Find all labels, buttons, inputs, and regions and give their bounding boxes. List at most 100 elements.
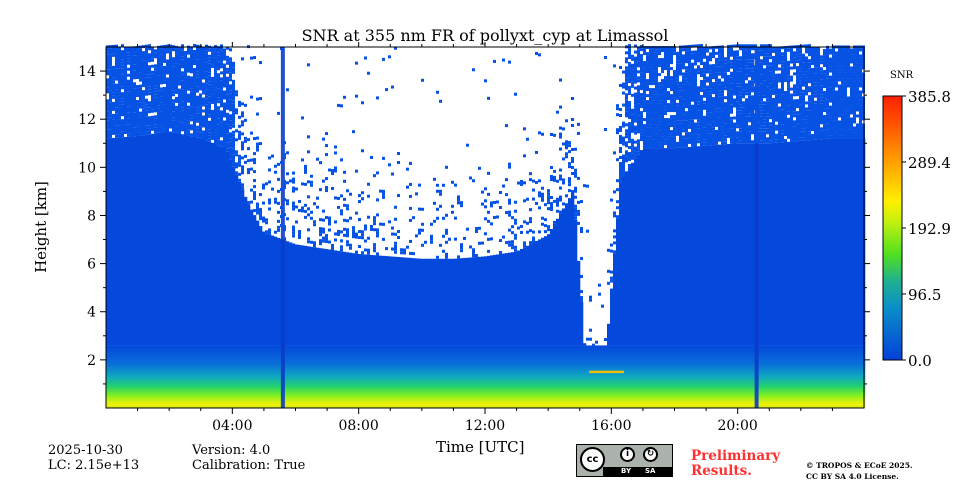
signal-column: [856, 138, 860, 346]
near-range-band: [310, 345, 314, 408]
noise-speckle: [634, 68, 637, 78]
noise-speckle: [343, 95, 346, 99]
noise-speckle: [766, 137, 769, 144]
noise-speckle: [508, 162, 511, 166]
signal-column: [313, 247, 317, 346]
noise-speckle: [430, 234, 433, 241]
near-range-band: [151, 345, 155, 408]
noise-speckle: [160, 111, 163, 127]
noise-speckle: [838, 84, 841, 94]
noise-speckle: [172, 102, 175, 112]
noise-speckle: [277, 228, 280, 232]
noise-speckle: [688, 47, 691, 51]
noise-speckle: [790, 99, 793, 127]
noise-speckle: [640, 96, 643, 106]
noise-speckle: [148, 116, 151, 126]
near-range-band: [595, 345, 599, 408]
noise-speckle: [343, 233, 346, 237]
noise-speckle: [823, 130, 826, 140]
signal-column: [229, 159, 233, 346]
noise-speckle: [346, 228, 349, 238]
signal-column: [160, 132, 164, 346]
noise-speckle: [709, 91, 712, 95]
noise-speckle: [451, 204, 454, 208]
noise-speckle: [370, 224, 373, 228]
signal-column: [844, 138, 848, 346]
noise-speckle: [373, 216, 376, 220]
noise-speckle: [178, 49, 181, 65]
noise-speckle: [742, 107, 745, 144]
noise-speckle: [298, 199, 301, 203]
signal-column: [790, 141, 794, 346]
noise-speckle: [376, 231, 379, 235]
near-range-band: [556, 345, 560, 408]
near-range-band: [736, 345, 740, 408]
noise-speckle: [541, 216, 544, 220]
signal-column: [109, 138, 113, 346]
noise-speckle: [145, 44, 148, 48]
noise-speckle: [802, 92, 805, 120]
noise-speckle: [667, 46, 670, 68]
signal-column: [625, 171, 629, 346]
noise-speckle: [745, 83, 748, 93]
noise-speckle: [796, 78, 799, 88]
noise-speckle: [169, 44, 172, 48]
noise-speckle: [529, 217, 532, 221]
noise-speckle: [112, 77, 115, 81]
noise-speckle: [619, 113, 622, 117]
noise-speckle: [244, 154, 247, 158]
noise-speckle: [622, 82, 625, 86]
noise-speckle: [658, 82, 661, 86]
noise-speckle: [853, 66, 856, 73]
noise-speckle: [142, 90, 145, 100]
noise-speckle: [721, 66, 724, 79]
noise-speckle: [706, 61, 709, 71]
noise-speckle: [340, 245, 343, 249]
noise-speckle: [559, 186, 562, 190]
signal-column: [175, 132, 179, 346]
noise-speckle: [766, 98, 769, 102]
noise-speckle: [118, 116, 121, 120]
noise-speckle: [634, 50, 637, 54]
noise-speckle: [235, 129, 238, 133]
noise-speckle: [625, 141, 628, 148]
noise-speckle: [763, 56, 766, 66]
noise-speckle: [610, 279, 613, 283]
noise-speckle: [700, 101, 703, 111]
noise-speckle: [754, 56, 757, 60]
noise-speckle: [703, 61, 706, 71]
noise-speckle: [166, 44, 169, 54]
signal-column: [187, 135, 191, 346]
noise-speckle: [436, 255, 439, 259]
noise-speckle: [394, 217, 397, 221]
noise-speckle: [697, 137, 700, 141]
noise-speckle: [673, 46, 676, 53]
noise-speckle: [361, 251, 364, 255]
noise-speckle: [229, 141, 232, 148]
noise-speckle: [661, 94, 664, 101]
noise-speckle: [145, 47, 148, 75]
noise-speckle: [811, 46, 814, 59]
noise-speckle: [685, 51, 688, 64]
noise-speckle: [385, 247, 388, 251]
noise-speckle: [580, 290, 583, 294]
noise-speckle: [733, 137, 736, 144]
noise-speckle: [820, 127, 823, 131]
noise-speckle: [694, 77, 697, 96]
noise-speckle: [115, 125, 118, 135]
noise-speckle: [325, 177, 328, 181]
signal-column: [256, 220, 260, 346]
noise-speckle: [652, 130, 655, 140]
noise-speckle: [841, 69, 844, 79]
noise-speckle: [253, 161, 256, 165]
noise-speckle: [655, 79, 658, 92]
noise-speckle: [820, 94, 823, 98]
noise-speckle: [772, 49, 775, 53]
signal-column: [649, 148, 653, 346]
noise-speckle: [232, 130, 235, 134]
noise-speckle: [850, 87, 853, 106]
signal-column: [241, 189, 245, 346]
noise-speckle: [382, 237, 385, 241]
noise-speckle: [109, 102, 112, 115]
noise-speckle: [208, 108, 211, 115]
